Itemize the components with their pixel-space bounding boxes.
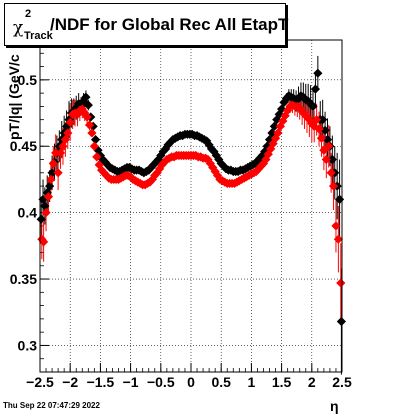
data-point-red (63, 128, 73, 138)
x-tick-label: 2.5 (332, 374, 352, 390)
grid-lines (40, 40, 342, 372)
data-point-black (310, 84, 321, 94)
data-point-black (36, 214, 46, 224)
data-point-black (40, 201, 50, 211)
data-point-black (269, 121, 279, 131)
data-point-red (82, 112, 92, 122)
x-axis-label: η (330, 398, 339, 414)
title-chi-symbol: χ (13, 18, 24, 38)
y-tick-label: 0.45 (10, 138, 37, 154)
data-point-red (84, 120, 95, 130)
data-point-black (47, 168, 57, 178)
data-point-red (46, 174, 56, 185)
data-point-black (264, 135, 275, 145)
x-tick-label: −0.5 (147, 374, 175, 390)
data-point-black (267, 128, 277, 138)
data-point-red (97, 165, 107, 175)
data-point-black (274, 109, 284, 119)
data-point-black (293, 93, 304, 104)
data-point-red (48, 158, 58, 169)
data-point-red (326, 168, 336, 178)
x-tick-label: −1 (123, 374, 139, 390)
x-tick-label: −1.5 (87, 374, 115, 390)
data-point-black (320, 125, 330, 135)
data-point-red (324, 141, 334, 151)
data-point-red (55, 148, 66, 158)
data-point-red (302, 112, 312, 122)
data-point-red (331, 221, 341, 231)
data-point-black (322, 135, 333, 145)
data-point-red (307, 119, 317, 129)
title-superscript: 2 (25, 8, 32, 20)
x-tick-label: 2 (308, 374, 316, 390)
x-tick-label: 0.5 (211, 374, 231, 390)
data-point-red (43, 192, 54, 202)
data-point-red (251, 166, 261, 177)
x-tick-label: 1 (248, 374, 256, 390)
data-point-red (77, 104, 87, 114)
data-point-red (89, 141, 99, 151)
y-tick-label: 0.4 (18, 205, 38, 221)
data-point-black (336, 316, 346, 327)
data-point-red (51, 148, 61, 158)
data-point-red (316, 133, 327, 143)
data-point-black (277, 104, 287, 114)
x-tick-label: 1.5 (272, 374, 292, 390)
data-point-red (314, 124, 324, 134)
data-point-red (53, 168, 63, 178)
data-point-red (256, 161, 266, 171)
data-point-red (94, 160, 104, 170)
data-point-black (260, 146, 270, 157)
data-point-red (312, 115, 322, 125)
data-point-red (333, 234, 343, 244)
title-subscript: Track (24, 30, 53, 42)
data-point-red (39, 237, 49, 247)
data-points (36, 68, 346, 327)
axis-tick-labels: −2.5 −2 −1.5 −1 −0.5 0 0.5 1 1.5 2 2.5 0.3 0.35 0.4 0.… (10, 72, 352, 390)
chart-title: /NDF for Global Rec All EtapT (50, 15, 289, 34)
x-tick-label: −2.5 (26, 374, 54, 390)
data-point-red (41, 208, 51, 218)
data-point-black (90, 135, 101, 145)
data-point-red (295, 103, 305, 113)
data-point-red (297, 107, 307, 117)
data-point-red (321, 154, 331, 165)
datestamp: Thu Sep 22 07:47:29 2022 (3, 401, 100, 410)
data-point-black (308, 101, 318, 111)
data-point-black (303, 96, 313, 106)
x-tick-label: 0 (187, 374, 195, 390)
data-point-red (266, 144, 276, 154)
data-point-black (257, 150, 267, 161)
data-point-red (275, 121, 285, 131)
data-point-red (65, 117, 75, 127)
data-point-black (45, 181, 55, 191)
data-point-black (327, 154, 337, 165)
y-tick-label: 0.5 (18, 72, 38, 88)
data-point-red (304, 115, 314, 125)
data-point-red (92, 152, 102, 162)
y-axis-label: pT/|q| (GeV/c (6, 54, 22, 140)
chart-title-box: χ 2 Track /NDF for Global Rec All EtapT (4, 3, 289, 46)
data-point-red (328, 181, 339, 191)
data-point-black (255, 153, 265, 163)
y-tick-label: 0.35 (10, 271, 37, 287)
data-point-black (318, 115, 328, 125)
data-point-red (336, 278, 346, 288)
data-point-black (81, 92, 91, 102)
data-point-black (83, 100, 93, 110)
y-tick-label: 0.3 (18, 337, 38, 353)
data-point-black (313, 68, 323, 78)
data-point-red (87, 128, 97, 138)
x-tick-label: −2 (62, 374, 78, 390)
